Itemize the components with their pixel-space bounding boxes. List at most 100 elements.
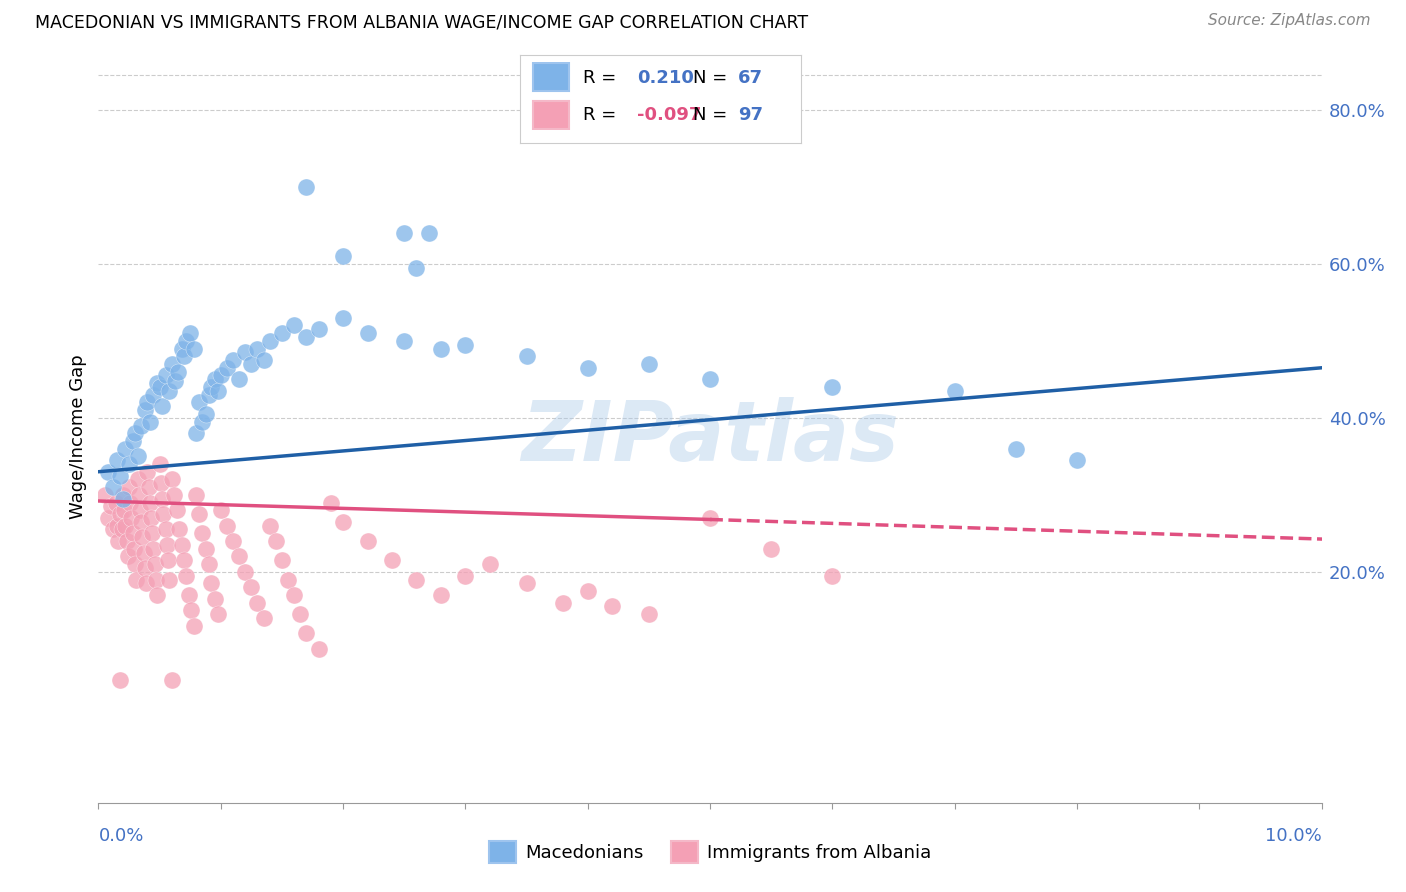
- Point: [356, 326, 378, 340]
- Y-axis label: Wage/Income Gap: Wage/Income Gap: [69, 355, 87, 519]
- Point: [120, 511, 142, 525]
- Text: 0.210: 0.210: [637, 69, 693, 87]
- Point: [405, 260, 427, 275]
- Point: [1004, 442, 1026, 456]
- Point: [135, 576, 157, 591]
- Point: [215, 360, 238, 375]
- Point: [142, 388, 165, 402]
- Point: [121, 434, 143, 448]
- Point: [233, 565, 256, 579]
- Point: [637, 607, 661, 622]
- Point: [115, 534, 138, 549]
- Point: [430, 342, 453, 356]
- Point: [332, 249, 354, 263]
- Point: [170, 342, 193, 356]
- Text: -0.097: -0.097: [637, 106, 702, 124]
- Point: [295, 330, 318, 344]
- Point: [1066, 453, 1088, 467]
- Point: [183, 342, 205, 356]
- Point: [240, 580, 263, 594]
- Point: [129, 515, 152, 529]
- Point: [134, 403, 156, 417]
- Point: [111, 491, 134, 506]
- Point: [209, 368, 232, 383]
- Point: [283, 588, 305, 602]
- Point: [228, 372, 250, 386]
- Point: [197, 557, 219, 571]
- Point: [332, 515, 354, 529]
- Point: [176, 568, 198, 582]
- Point: [191, 526, 214, 541]
- Point: [111, 523, 134, 537]
- Point: [195, 407, 218, 421]
- Point: [576, 584, 599, 599]
- Point: [110, 507, 132, 521]
- Point: [576, 360, 599, 375]
- Point: [207, 384, 229, 398]
- Point: [356, 534, 378, 549]
- Point: [131, 530, 153, 544]
- Point: [173, 553, 195, 567]
- Point: [187, 395, 209, 409]
- Point: [156, 538, 179, 552]
- Point: [120, 495, 142, 509]
- Point: [209, 503, 232, 517]
- Point: [132, 545, 155, 559]
- Point: [516, 576, 538, 591]
- Point: [100, 500, 122, 514]
- Text: 97: 97: [738, 106, 763, 124]
- Point: [252, 353, 274, 368]
- Point: [122, 541, 145, 556]
- Point: [152, 507, 174, 521]
- Point: [143, 557, 166, 571]
- Point: [157, 384, 180, 398]
- Point: [129, 418, 152, 433]
- Point: [240, 357, 263, 371]
- Point: [246, 596, 269, 610]
- Point: [141, 526, 163, 541]
- Point: [145, 573, 167, 587]
- Legend: Macedonians, Immigrants from Albania: Macedonians, Immigrants from Albania: [482, 834, 938, 871]
- Point: [332, 310, 354, 325]
- Point: [160, 472, 183, 486]
- Point: [179, 326, 201, 340]
- Point: [454, 568, 477, 582]
- Point: [146, 588, 169, 602]
- Point: [600, 599, 623, 614]
- Point: [136, 465, 159, 479]
- Point: [112, 503, 135, 517]
- Point: [157, 573, 180, 587]
- Point: [264, 534, 287, 549]
- Text: Source: ZipAtlas.com: Source: ZipAtlas.com: [1208, 13, 1371, 29]
- Point: [127, 472, 149, 486]
- Point: [392, 226, 416, 240]
- Point: [319, 495, 342, 509]
- Point: [637, 357, 661, 371]
- Point: [478, 557, 501, 571]
- Point: [163, 488, 186, 502]
- Text: 0.0%: 0.0%: [98, 828, 143, 846]
- Text: R =: R =: [583, 69, 617, 87]
- Text: N =: N =: [693, 106, 727, 124]
- Point: [111, 488, 134, 502]
- Point: [204, 372, 226, 386]
- Point: [155, 368, 177, 383]
- Point: [139, 415, 162, 429]
- Text: ZIPatlas: ZIPatlas: [522, 397, 898, 477]
- Point: [259, 518, 281, 533]
- Point: [308, 322, 330, 336]
- Point: [121, 526, 143, 541]
- Point: [160, 673, 183, 687]
- Point: [207, 607, 229, 622]
- Point: [160, 357, 183, 371]
- Point: [139, 495, 162, 509]
- Point: [114, 442, 136, 456]
- Point: [139, 511, 162, 525]
- Text: MACEDONIAN VS IMMIGRANTS FROM ALBANIA WAGE/INCOME GAP CORRELATION CHART: MACEDONIAN VS IMMIGRANTS FROM ALBANIA WA…: [35, 13, 808, 31]
- Point: [125, 573, 148, 587]
- Point: [186, 426, 208, 441]
- Point: [295, 179, 318, 194]
- Point: [183, 618, 205, 632]
- Point: [270, 326, 292, 340]
- Point: [392, 334, 416, 348]
